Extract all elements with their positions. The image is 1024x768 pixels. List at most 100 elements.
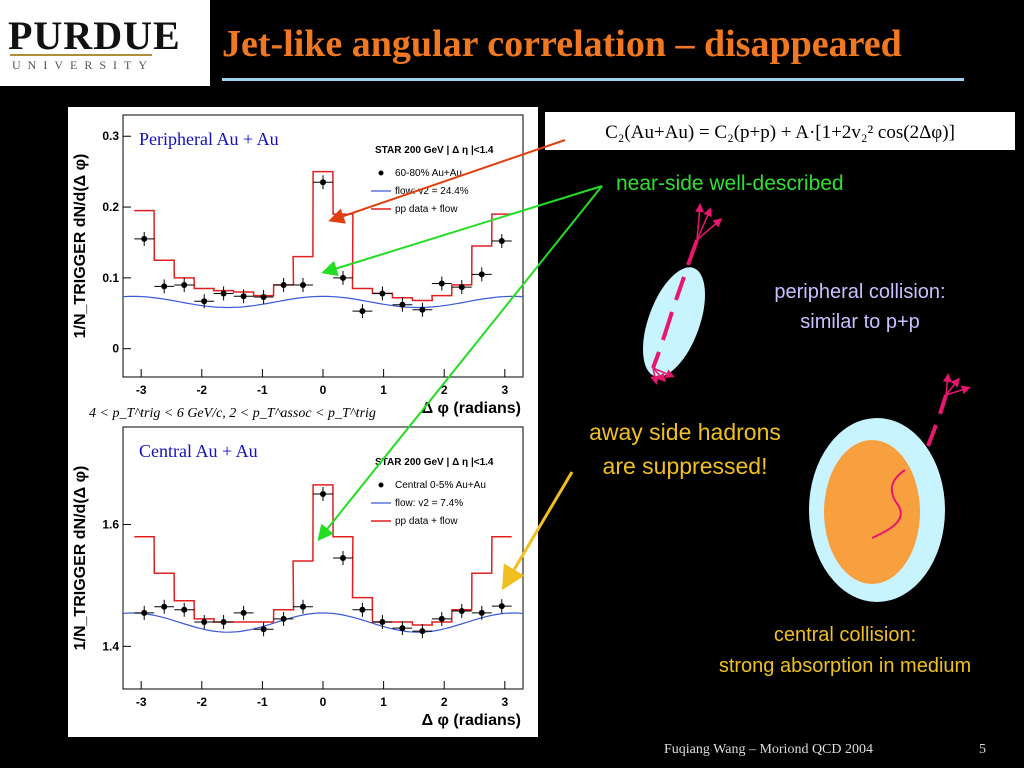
x-tick-label: -3 [136,695,147,709]
peripheral-overlap-ellipse [642,266,706,378]
data-point [240,293,247,300]
data-point [359,606,366,613]
legend-marker-data [378,170,384,176]
away-side-caption-line2: are suppressed! [602,453,768,479]
data-point [419,306,426,313]
x-tick-label: 1 [380,695,387,709]
data-point [141,235,148,242]
data-point [320,179,326,186]
central-caption-line1: central collision: [773,624,917,646]
data-point [320,491,326,498]
x-tick-label: -2 [196,383,207,397]
central-collision-diagram [809,373,971,602]
data-point [340,274,346,281]
y-axis-title: 1/N_TRIGGER dN/d(Δ φ) [72,154,89,339]
data-point [498,603,505,610]
jet-fragment-arrow [652,367,667,383]
y-tick-label: 1.4 [102,639,119,653]
data-point [220,290,227,297]
purdue-logo: PURDUE UNIVERSITY [0,0,210,86]
central-near-jet [926,394,948,447]
data-point [181,281,188,288]
x-tick-label: 3 [501,383,508,397]
y-tick-label: 0.3 [102,129,119,143]
peripheral-caption-line2: similar to p+p [800,311,920,333]
data-point [240,609,247,616]
jet-fragment-arrow [696,218,723,241]
flow-curve [122,612,524,633]
data-point [280,281,287,288]
data-point [458,608,465,615]
y-tick-label: 1.6 [102,517,119,531]
x-tick-label: -1 [257,695,268,709]
x-tick-label: 0 [320,695,327,709]
kinematic-cut-label: 4 < p_T^trig < 6 GeV/c, 2 < p_T^assoc < … [89,406,376,421]
x-tick-label: -3 [136,383,147,397]
flow-curve [122,295,524,309]
data-point [181,606,188,613]
away-side-caption-line1: away side hadrons [589,419,781,445]
y-axis-title: 1/N_TRIGGER dN/d(Δ φ) [72,466,89,651]
x-tick-label: 2 [441,383,448,397]
central-outer-ellipse [809,418,945,602]
data-point [201,618,208,625]
y-tick-label: 0.1 [102,271,119,285]
data-point [498,238,505,245]
data-point [260,626,267,633]
formula-box: C₂(Au+Au) = C₂(p+p) + A·[1+2v₂² cos(2Δφ)… [545,112,1015,150]
jet-fragment-arrow [945,385,971,396]
data-point [220,618,227,625]
data-point [379,618,386,625]
figure-panel: -3 -2 -1 0 1 2 3 0 0.1 0.2 0.3 Δ φ (radians) 1/N_TRI… [68,107,538,737]
data-point [300,281,306,288]
data-point [201,298,208,305]
y-tick-label: 0 [112,342,119,356]
peripheral-collision-diagram [642,203,723,385]
peripheral-jet-path [651,239,699,369]
data-point [438,280,445,287]
x-tick-label: 3 [501,695,508,709]
legend-header: STAR 200 GeV | Δ η |<1.4 [375,457,494,468]
data-point [478,609,485,616]
jet-fragment-arrow [945,377,960,396]
data-point [340,555,346,561]
data-point [438,615,445,622]
panel-title: Central Au + Au [139,441,258,461]
legend-marker-data [378,482,384,488]
legend-entry: Central 0-5% Au+Au [395,480,486,491]
y-tick-label: 0.2 [102,200,119,214]
x-tick-label: 1 [380,383,387,397]
legend-entry: flow: v2 = 7.4% [395,498,463,509]
data-point [399,301,406,308]
data-point [379,290,386,297]
data-point [141,609,148,616]
data-point [280,615,287,622]
legend-entry: 60-80% Au+Au [395,168,462,179]
logo-wordmark: PURDUE [8,13,181,58]
jet-fragment-arrow [652,367,675,378]
x-axis-title: Δ φ (radians) [422,400,521,417]
slide-title: Jet-like angular correlation – disappear… [222,23,902,65]
logo-subtitle: UNIVERSITY [12,58,154,72]
logo-divider [10,54,152,56]
panel-title: Peripheral Au + Au [139,129,279,149]
data-point [478,271,485,278]
legend-entry: pp data + flow [395,516,458,527]
jet-fragment-arrow [696,207,712,241]
jet-fragment-arrow [942,373,952,396]
x-tick-label: 0 [320,383,327,397]
data-point [161,603,168,610]
title-rule [222,78,964,81]
legend-entry: flow: v2 = 24.4% [395,186,469,197]
data-point [399,625,406,632]
central-dense-medium [824,440,920,584]
near-side-caption: near-side well-described [616,172,844,195]
jet-fragment-arrow [694,203,704,241]
footer-page-number: 5 [979,742,986,757]
legend-header: STAR 200 GeV | Δ η |<1.4 [375,145,494,156]
data-point [300,603,306,610]
formula-svg: C₂(Au+Au) = C₂(p+p) + A·[1+2v₂² cos(2Δφ)… [605,122,955,143]
data-point [458,284,465,291]
x-tick-label: -1 [257,383,268,397]
x-tick-label: 2 [441,695,448,709]
